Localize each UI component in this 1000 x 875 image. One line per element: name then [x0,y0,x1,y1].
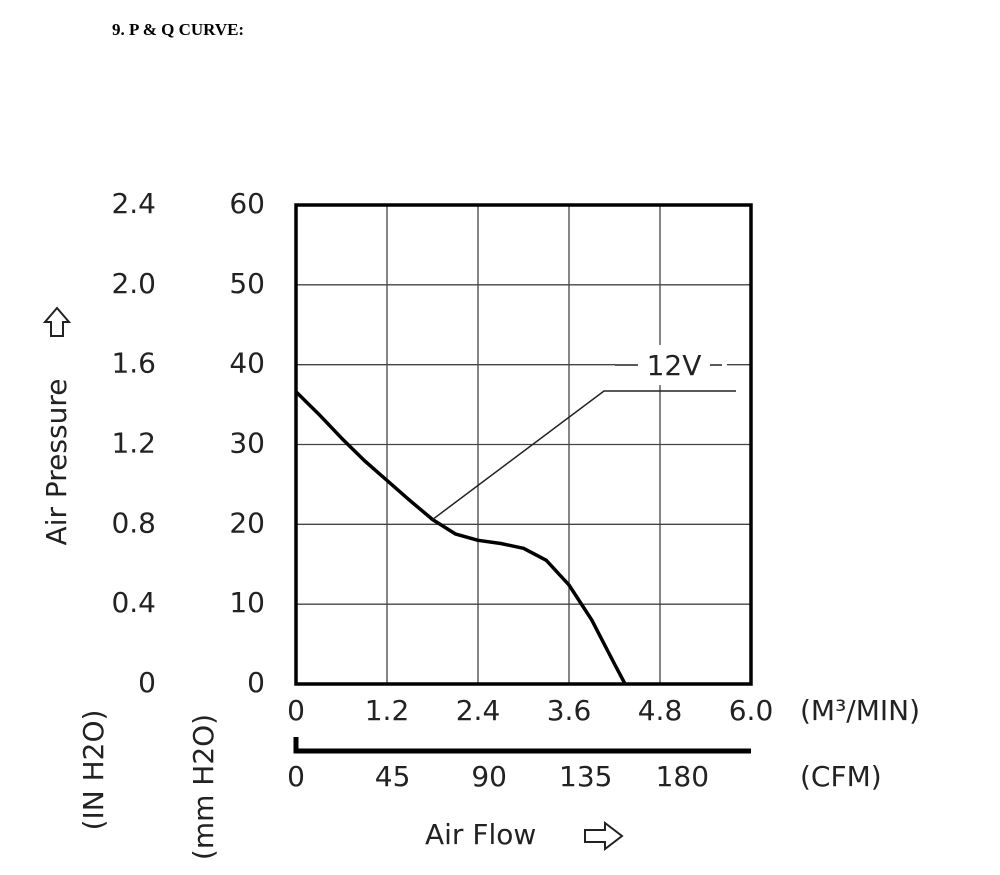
x2-tick-label: 0 [287,760,305,793]
x-tick-label: 6.0 [729,694,774,727]
curve [294,390,627,685]
y-tick-label: 0 [247,666,265,699]
x2-tick-label: 45 [375,760,411,793]
x2-unit: (CFM) [800,760,882,793]
y2-tick-label: 1.6 [111,347,156,380]
x2-tick-label: 135 [559,760,612,793]
cfm-axis-bar [293,737,751,754]
y-tick-label: 50 [229,267,265,300]
y-tick-label: 10 [229,586,265,619]
y2-tick-label: 2.0 [111,267,156,300]
x-axis-label: Air Flow [425,818,536,851]
y-tick-label: 30 [229,427,265,460]
up-arrow-icon [42,306,72,337]
right-arrow-icon [584,820,624,852]
y-axis-label: Air Pressure [40,379,73,546]
y-unit: (mm H2O) [187,714,220,860]
plot-frame [294,203,753,686]
y-tick-label: 40 [229,347,265,380]
x2-tick-label: 180 [656,760,709,793]
y-tick-label: 20 [229,506,265,539]
x-tick-label: 0 [287,694,305,727]
x-tick-label: 2.4 [456,694,501,727]
y2-tick-label: 0 [138,666,156,699]
chart-title: 9. P & Q CURVE: [112,20,244,39]
x-tick-label: 3.6 [547,694,592,727]
series-label: 12V [647,349,702,382]
label-leader [432,390,736,521]
y2-tick-label: 0.4 [111,586,156,619]
x2-tick-label: 90 [471,760,507,793]
y2-unit: (IN H2O) [77,710,110,831]
x-unit: (M³/MIN) [800,694,920,727]
x-tick-label: 1.2 [365,694,410,727]
y2-tick-label: 2.4 [111,187,156,220]
x-tick-label: 4.8 [638,694,683,727]
y2-tick-label: 1.2 [111,427,156,460]
y2-tick-label: 0.8 [111,506,156,539]
y-tick-label: 60 [229,187,265,220]
